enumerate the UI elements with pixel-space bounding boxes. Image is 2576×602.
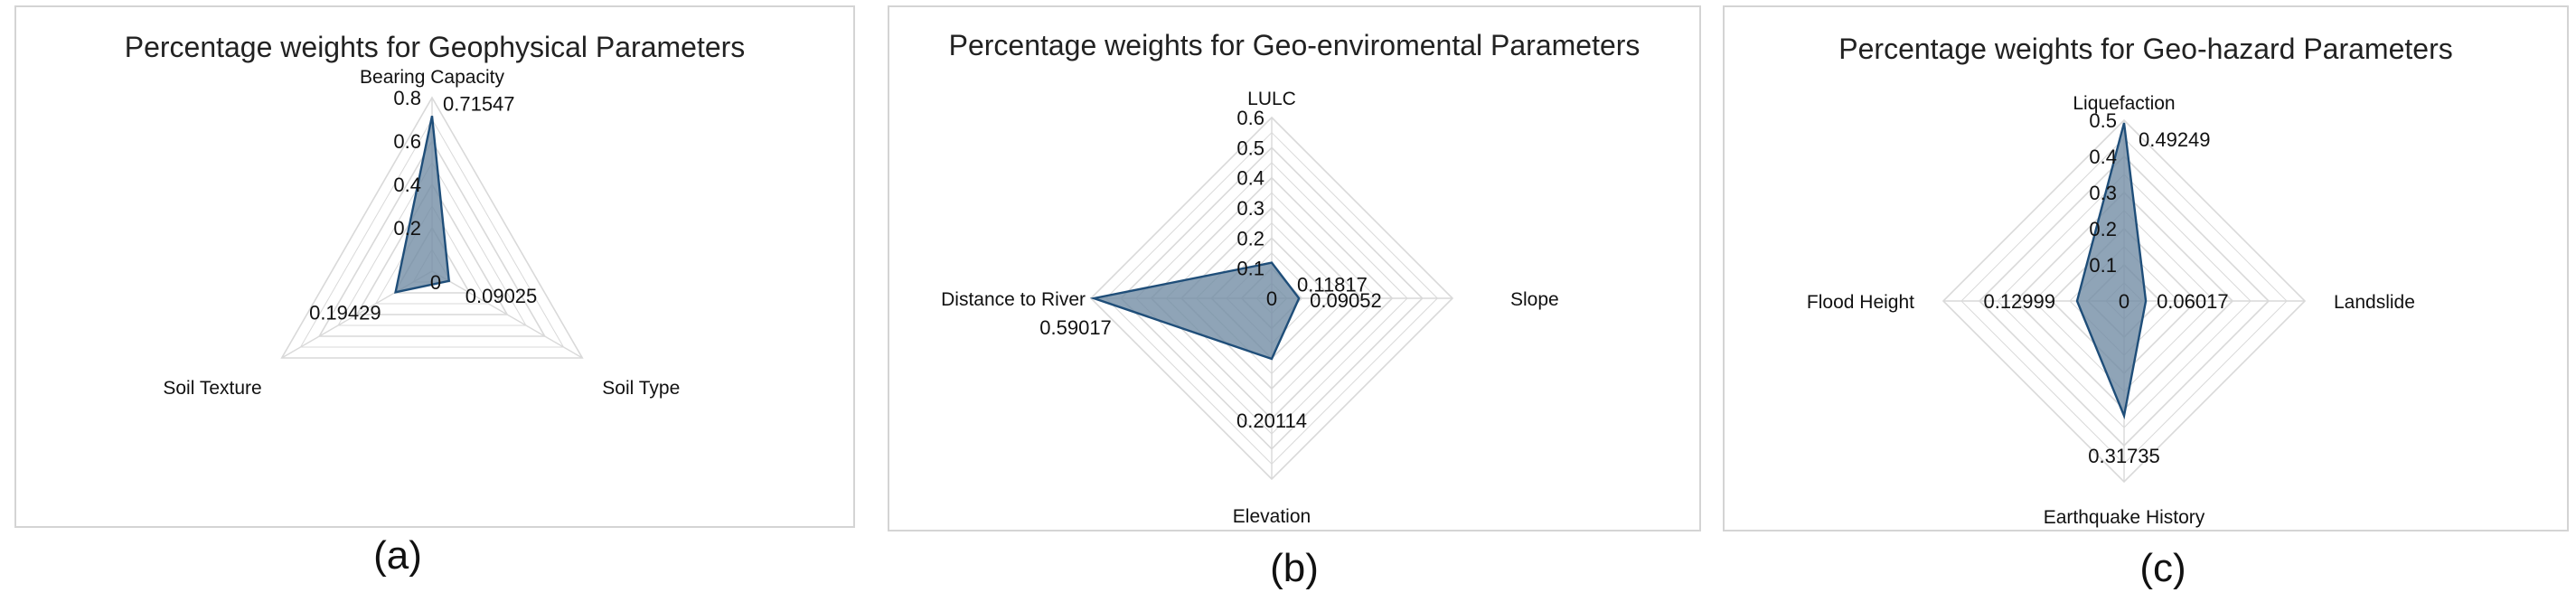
series-area (394, 116, 451, 294)
data-label-landslide: 0.06017 (2157, 290, 2229, 313)
chart-panel-c: Percentage weights for Geo-hazard Parame… (1717, 0, 2576, 602)
tick-label-0: 0 (2119, 290, 2129, 313)
axis-label-landslide: Landslide (2334, 292, 2415, 313)
tick-label-0-8: 0.8 (393, 87, 421, 109)
tick-label-0-3: 0.3 (1236, 197, 1264, 220)
radar-grid (1941, 118, 2307, 484)
tick-label-0-1: 0.1 (1236, 258, 1264, 280)
axis-label-slope: Slope (1510, 289, 1559, 310)
axis-label-flood-height: Flood Height (1807, 292, 1914, 313)
axis-label-bearing-capacity: Bearing Capacity (360, 67, 504, 88)
data-label-liquefaction: 0.49249 (2139, 128, 2211, 151)
tick-label-0: 0 (430, 271, 441, 294)
figure-caption-b: (b) (1270, 546, 1319, 590)
series-area (2075, 122, 2148, 420)
chart-frame: Percentage weights for Geo-enviromental … (888, 5, 1701, 531)
data-label-bearing-capacity: 0.71547 (443, 92, 515, 115)
tick-label-0-2: 0.2 (1236, 227, 1264, 249)
grid-ring (280, 96, 584, 359)
tick-label-0-4: 0.4 (2089, 146, 2117, 168)
axis-label-earthquake-history: Earthquake History (2044, 507, 2205, 528)
tick-label-0-1: 0.1 (2089, 254, 2117, 277)
axis-label-elevation: Elevation (1233, 506, 1311, 527)
data-label-elevation: 0.20114 (1236, 409, 1307, 432)
data-label-lulc: 0.11817 (1297, 274, 1368, 296)
chart-panel-b: Percentage weights for Geo-enviromental … (868, 0, 1717, 602)
tick-label-0-6: 0.6 (1236, 107, 1264, 129)
tick-label-0-4: 0.4 (1236, 167, 1264, 190)
grid-ring (355, 183, 509, 315)
data-label-distance-to-river: 0.59017 (1039, 316, 1112, 339)
data-label-earthquake-history: 0.31735 (2088, 445, 2160, 467)
data-label-flood-height: 0.12999 (1983, 290, 2055, 313)
data-label-slope: 0.09052 (1310, 289, 1382, 312)
chart-panel-a: Percentage weights for Geophysical Param… (0, 0, 868, 602)
tick-label-0: 0 (1266, 287, 1277, 310)
chart-title: Percentage weights for Geophysical Param… (124, 31, 746, 63)
data-label-soil-texture: 0.19429 (309, 301, 381, 324)
tick-label-0-3: 0.3 (2089, 182, 2117, 204)
axis-label-lulc: LULC (1247, 89, 1296, 109)
tick-label-0-2: 0.2 (2089, 218, 2117, 240)
tick-label-0-5: 0.5 (1236, 136, 1264, 159)
figure-caption-c: (c) (2139, 546, 2186, 590)
chart-title: Percentage weights for Geo-hazard Parame… (1838, 33, 2453, 65)
grid-ring (299, 118, 565, 348)
figure-caption-a: (a) (373, 533, 422, 578)
axis-label-liquefaction: Liquefaction (2073, 93, 2175, 114)
tick-label-0-2: 0.2 (393, 217, 421, 240)
radar-spoke (431, 270, 583, 359)
grid-ring (337, 161, 527, 326)
chart-title: Percentage weights for Geo-enviromental … (948, 29, 1641, 61)
axis-label-soil-type: Soil Type (602, 378, 680, 399)
data-label-soil-type: 0.09025 (465, 285, 538, 307)
axis-label-distance-to-river: Distance to River (941, 289, 1086, 310)
series-area (1089, 261, 1301, 361)
tick-label-0-6: 0.6 (393, 130, 421, 153)
grid-ring (317, 139, 547, 337)
tick-label-0-5: 0.5 (2089, 109, 2117, 132)
axis-label-soil-texture: Soil Texture (163, 378, 261, 399)
tick-label-0-4: 0.4 (393, 174, 421, 196)
